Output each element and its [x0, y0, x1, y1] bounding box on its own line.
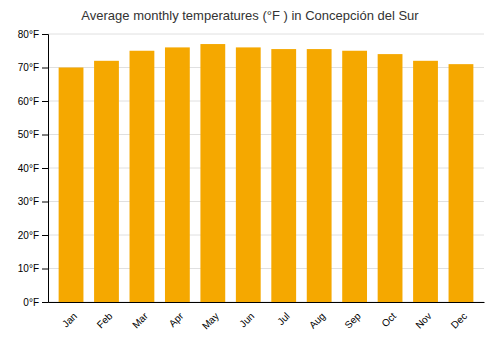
x-tick: Feb [95, 310, 115, 330]
y-tick-label: 10°F [18, 263, 39, 274]
y-tick: 80°F [18, 29, 48, 40]
title: Average monthly temperatures (°F ) in Co… [81, 8, 419, 23]
y-tick-label: 20°F [18, 230, 39, 241]
x-tick: Mar [130, 310, 150, 330]
x-tick: Sep [342, 310, 363, 331]
x-tick: May [200, 310, 221, 331]
bar [342, 51, 367, 302]
y-tick-mark [42, 302, 48, 303]
y-axis: 0°F 10°F 20°F 30°F 40°F 50°F 60°F 70°F 80°F [18, 29, 49, 308]
y-tick-label: 70°F [18, 62, 39, 73]
bars [59, 44, 474, 302]
grid-line [48, 34, 484, 35]
y-tick-label: 50°F [18, 129, 39, 140]
y-tick: 40°F [18, 163, 48, 174]
x-tick-label: Jul [275, 310, 292, 327]
y-axis-line [42, 35, 49, 303]
y-tick-label: 80°F [18, 29, 39, 40]
x-axis-line [49, 302, 485, 303]
x-tick-label: Jan [60, 310, 79, 329]
x-tick-label: Mar [130, 310, 150, 330]
grid [48, 34, 484, 302]
x-tick-label: Nov [413, 310, 433, 330]
bar [236, 47, 261, 302]
x-tick-label: Feb [95, 310, 115, 330]
bar [307, 49, 332, 302]
x-tick-label: Jun [237, 310, 256, 329]
y-tick: 10°F [18, 263, 48, 274]
x-tick: Dec [449, 310, 469, 330]
y-tick-mark [42, 34, 48, 35]
x-tick: Apr [167, 310, 186, 329]
bar [271, 49, 296, 302]
x-tick-label: Aug [307, 310, 327, 330]
y-tick-mark [42, 235, 48, 236]
y-tick-label: 0°F [23, 297, 39, 308]
x-tick: Jun [237, 310, 256, 329]
y-tick: 50°F [18, 129, 48, 140]
x-tick: Jan [60, 310, 79, 329]
y-tick: 20°F [18, 230, 48, 241]
x-tick-label: Dec [449, 310, 469, 330]
x-tick: Oct [379, 310, 398, 329]
y-tick: 30°F [18, 196, 48, 207]
x-tick-label: May [200, 310, 221, 331]
x-tick: Aug [307, 310, 327, 330]
y-tick: 70°F [18, 62, 48, 73]
bar [94, 61, 119, 302]
bar [449, 64, 474, 302]
y-tick-mark [42, 101, 48, 102]
x-tick: Jul [275, 310, 292, 327]
x-tick-label: Oct [379, 310, 398, 329]
bar [200, 44, 225, 302]
x-tick-label: Sep [342, 310, 363, 331]
bar [413, 61, 438, 302]
y-tick-label: 60°F [18, 96, 39, 107]
x-tick-label: Apr [167, 310, 186, 329]
y-tick-label: 30°F [18, 196, 39, 207]
y-tick-mark [42, 269, 48, 270]
y-tick-label: 40°F [18, 163, 39, 174]
x-axis: Jan Feb Mar Apr May Jun Jul Aug Sep Oct Nov Dec [49, 303, 485, 332]
bar [378, 54, 403, 302]
y-tick-mark [42, 202, 48, 203]
plot: 0°F 10°F 20°F 30°F 40°F 50°F 60°F 70°F 80°F Jan Fe… [18, 29, 485, 332]
bar [165, 47, 190, 302]
y-tick-mark [42, 68, 48, 69]
y-tick: 60°F [18, 96, 48, 107]
x-tick: Nov [413, 310, 433, 330]
bar [130, 51, 155, 302]
y-tick-mark [42, 168, 48, 169]
bar [59, 68, 84, 303]
y-tick-mark [42, 135, 48, 136]
y-tick: 0°F [23, 297, 48, 308]
chart: 0°F 10°F 20°F 30°F 40°F 50°F 60°F 70°F 80°F Jan Fe… [0, 0, 500, 350]
